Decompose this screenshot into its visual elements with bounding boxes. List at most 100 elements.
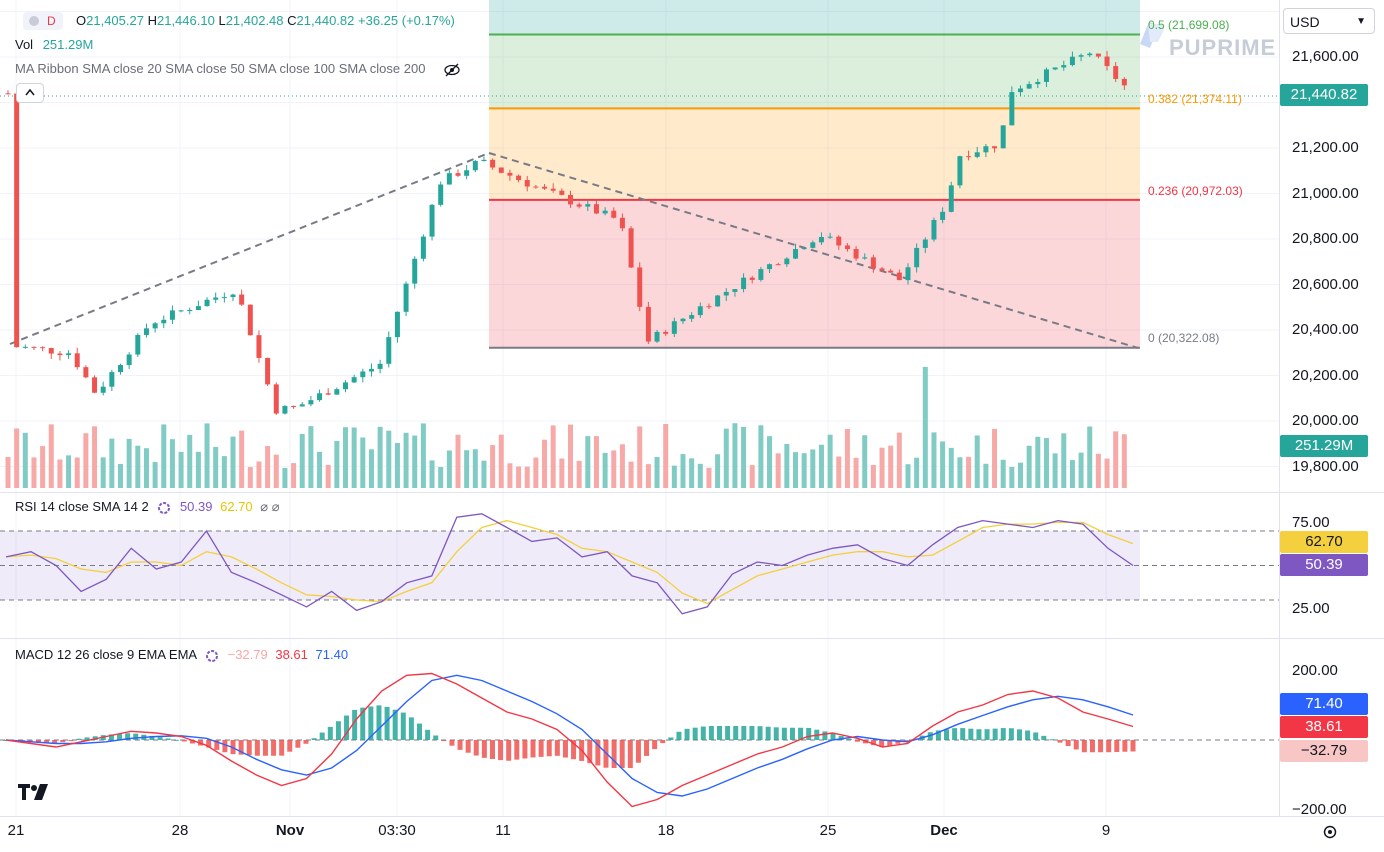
low-label: L	[218, 13, 226, 28]
volume-bar	[723, 428, 729, 488]
macd-hist-bar	[1025, 730, 1031, 740]
volume-bar	[931, 432, 937, 488]
volume-bar	[619, 444, 625, 488]
macd-hist-bar	[684, 728, 690, 740]
pane-separator-rsi[interactable]	[0, 492, 1384, 493]
macd-hist-bar	[1041, 735, 1047, 740]
collapse-legend-button[interactable]	[16, 83, 44, 103]
puprime-logo-icon	[1140, 22, 1164, 48]
time-tick: 18	[657, 822, 675, 839]
price-tick: 20,800.00	[1292, 230, 1359, 247]
candle	[940, 211, 946, 220]
settings-icon[interactable]	[156, 501, 172, 515]
volume-bar	[853, 457, 859, 488]
eye-off-icon[interactable]	[443, 63, 461, 77]
volume-bar	[827, 434, 833, 488]
candle	[827, 236, 833, 238]
volume-bar	[412, 435, 418, 488]
fib-zone-0.5	[489, 34, 1140, 109]
ma-ribbon-legend[interactable]: MA Ribbon SMA close 20 SMA close 50 SMA …	[15, 61, 461, 77]
candle	[516, 175, 522, 181]
macd-hist-bar	[1073, 740, 1079, 750]
candle	[784, 258, 790, 265]
volume-bar	[1078, 452, 1084, 488]
volume-bar	[542, 439, 548, 488]
macd-hist-bar	[846, 738, 852, 740]
candle	[109, 372, 115, 387]
price-tick: 20,600.00	[1292, 276, 1359, 293]
candle	[161, 319, 167, 324]
trendlines	[9, 152, 1139, 349]
macd-hist-badge: −32.79	[1280, 740, 1368, 762]
macd-hist-bar	[457, 740, 463, 750]
price-tick: 19,800.00	[1292, 458, 1359, 475]
candle	[143, 328, 149, 335]
macd-hist-bar	[449, 740, 455, 746]
candle	[697, 306, 703, 316]
macd-hist-bar	[562, 740, 568, 758]
macd-hist-bar	[571, 740, 577, 760]
candle	[187, 310, 193, 312]
volume-bar	[299, 433, 305, 488]
candle	[256, 335, 262, 358]
volume-bar	[360, 437, 366, 488]
interval-badge[interactable]: D	[23, 12, 63, 30]
macd-hist-bar	[327, 726, 333, 740]
volume-bar	[490, 445, 496, 488]
volume-bars	[5, 366, 1127, 488]
volume-bar	[516, 466, 522, 488]
volume-bar	[109, 438, 115, 488]
candle	[273, 384, 279, 414]
macd-hist-bar	[1081, 740, 1087, 753]
macd-hist-bar	[408, 717, 414, 740]
volume-bar	[169, 439, 175, 488]
macd-hist-bar	[1049, 739, 1055, 741]
macd-hist-bar	[117, 733, 123, 740]
volume-bar	[22, 432, 28, 488]
candle	[152, 323, 158, 329]
macd-hist-bar	[838, 736, 844, 740]
price-tick: 21,200.00	[1292, 139, 1359, 156]
candle	[974, 152, 980, 157]
macd-hist-bar	[287, 740, 293, 752]
macd-hist-bar	[587, 740, 593, 764]
candle	[1026, 84, 1032, 89]
pane-separator-macd[interactable]	[0, 638, 1384, 639]
volume-bar	[974, 435, 980, 488]
volume-bar	[645, 464, 651, 488]
macd-hist-bar	[271, 740, 277, 756]
settings-gear-icon[interactable]	[1322, 824, 1338, 840]
ma-ribbon-label: MA Ribbon SMA close 20 SMA close 50 SMA …	[15, 61, 426, 76]
macd-hist-bar	[546, 740, 552, 757]
interval-label: D	[47, 14, 56, 28]
volume-bar	[377, 426, 383, 488]
volume-bar	[66, 455, 72, 488]
settings-icon[interactable]	[204, 649, 220, 663]
volume-bar	[671, 465, 677, 488]
vol-legend[interactable]: Vol 251.29M	[15, 37, 93, 52]
candle	[291, 405, 297, 407]
macd-hist-bar	[960, 728, 966, 740]
volume-bar	[143, 448, 149, 488]
volume-bar	[230, 436, 236, 488]
volume-bar	[741, 426, 747, 488]
high-label: H	[147, 13, 157, 28]
currency-select[interactable]: USD ▼	[1283, 8, 1375, 34]
volume-bar	[135, 445, 141, 488]
macd-hist-bar	[635, 740, 641, 763]
chevron-up-icon	[25, 88, 35, 96]
candle	[1043, 69, 1049, 82]
vol-value: 251.29M	[42, 37, 94, 52]
macd-hist-bar	[1065, 740, 1071, 747]
macd-legend[interactable]: MACD 12 26 close 9 EMA EMA −32.79 38.61 …	[15, 647, 348, 663]
candle	[429, 204, 435, 237]
candle	[135, 334, 141, 355]
fib-zones	[489, 0, 1140, 349]
macd-hist-bar	[489, 740, 495, 759]
rsi-legend[interactable]: RSI 14 close SMA 14 2 50.39 62.70 ⌀ ⌀	[15, 499, 280, 515]
candle	[948, 185, 954, 212]
volume-bar	[948, 447, 954, 488]
volume-bar	[239, 430, 245, 488]
candle	[1121, 78, 1127, 86]
